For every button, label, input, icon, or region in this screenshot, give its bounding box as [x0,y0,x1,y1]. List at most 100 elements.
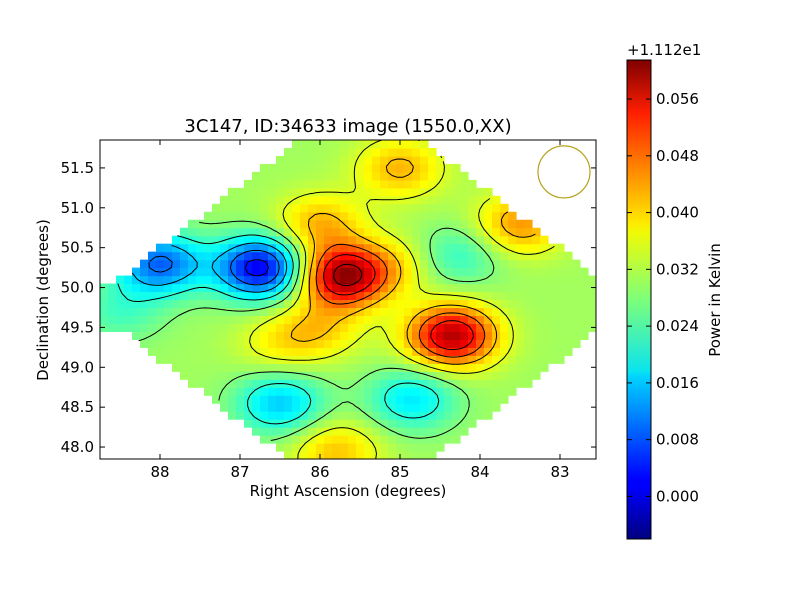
heatmap-cell [572,259,581,269]
heatmap-cell [564,299,573,309]
heatmap-cell [436,283,445,293]
heatmap-cell [372,331,381,340]
heatmap-cell [180,371,189,380]
heatmap-cell [396,243,405,253]
heatmap-cell [340,427,349,436]
heatmap-cell [380,419,389,428]
heatmap-cell [348,411,357,420]
heatmap-cell [404,363,413,372]
heatmap-cell [356,395,365,404]
heatmap-cell [260,403,269,412]
heatmap-cell [364,307,373,317]
heatmap-cell [564,347,573,356]
heatmap-cell [276,259,285,269]
heatmap-cell [212,363,221,372]
heatmap-cell [236,275,245,285]
heatmap-cell [492,363,501,372]
heatmap-cell [580,323,589,332]
heatmap-cell [516,251,525,261]
heatmap-cell [420,323,429,332]
heatmap-cell [572,339,581,348]
heatmap-cell [460,267,469,277]
heatmap-cell [492,283,501,293]
heatmap-cell [444,411,453,420]
heatmap-cell [188,299,197,309]
heatmap-cell [292,379,301,388]
heatmap-cell [276,403,285,412]
heatmap-cell [140,323,149,332]
heatmap-cell [220,299,229,309]
heatmap-cell [356,259,365,269]
heatmap-cell [300,403,309,412]
heatmap-cell [100,299,109,309]
heatmap-cell [436,235,445,245]
heatmap-cell [316,347,325,356]
heatmap-cell [452,379,461,388]
heatmap-cell [236,403,245,412]
heatmap-cell [244,363,253,372]
heatmap-cell [252,243,261,253]
heatmap-cell [452,267,461,277]
heatmap-cell [396,179,405,189]
heatmap-cell [244,251,253,261]
heatmap-cell [420,155,429,165]
heatmap-cell [500,339,509,348]
heatmap-cell [508,211,517,221]
heatmap-cell [404,451,413,459]
heatmap-cell [220,395,229,404]
heatmap-cell [564,339,573,348]
heatmap-cell [460,363,469,372]
heatmap-cell [452,435,461,444]
heatmap-cell [148,323,157,332]
heatmap-cell [308,379,317,388]
heatmap-cell [124,291,133,301]
heatmap-cell [284,307,293,317]
heatmap-cell [484,211,493,221]
heatmap-cell [412,339,421,348]
heatmap-cell [308,275,317,285]
heatmap-cell [236,411,245,420]
heatmap-cell [348,147,357,157]
heatmap-cell [284,411,293,420]
heatmap-cell [420,403,429,412]
heatmap-cell [284,339,293,348]
heatmap-cell [476,323,485,332]
heatmap-cell [540,355,549,364]
heatmap-cell [388,379,397,388]
heatmap-cell [132,331,141,340]
heatmap-cell [404,427,413,436]
heatmap-cell [332,283,341,293]
heatmap-cell [212,203,221,213]
heatmap-cell [476,299,485,309]
heatmap-cell [236,267,245,277]
heatmap-cell [124,315,133,325]
heatmap-cell [204,379,213,388]
heatmap-cell [140,307,149,317]
heatmap-cell [236,355,245,364]
heatmap-cell [356,155,365,165]
heatmap-cell [212,315,221,325]
heatmap-cell [300,187,309,197]
heatmap-cell [436,163,445,173]
heatmap-cell [404,435,413,444]
heatmap-cell [308,235,317,245]
heatmap-cell [324,371,333,380]
heatmap-cell [444,323,453,332]
heatmap-cell [300,411,309,420]
heatmap-cell [252,371,261,380]
heatmap-cell [340,251,349,261]
heatmap-cell [300,395,309,404]
heatmap-cell [492,291,501,301]
heatmap-cell [452,219,461,229]
heatmap-cell [444,251,453,261]
heatmap-cell [212,387,221,396]
heatmap-cell [260,339,269,348]
heatmap-cell [396,307,405,317]
heatmap-cell [436,323,445,332]
heatmap-cell [476,219,485,229]
heatmap-cell [108,323,117,332]
heatmap-cell [452,315,461,325]
heatmap-cell [396,323,405,332]
x-tick-label: 86 [310,463,329,481]
heatmap-cell [380,203,389,213]
